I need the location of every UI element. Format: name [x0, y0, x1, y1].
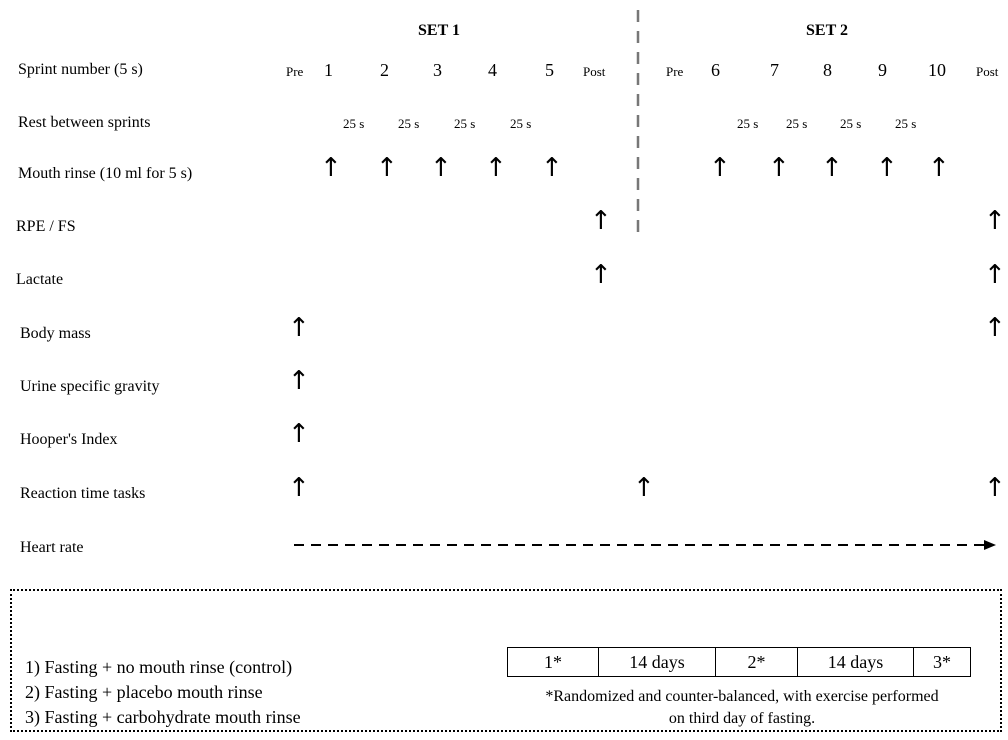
- up-arrow-icon: ↑: [288, 313, 310, 343]
- set-divider: [636, 10, 640, 232]
- row-label-heart-rate: Heart rate: [20, 539, 84, 556]
- up-arrow-icon: ↑: [768, 153, 790, 183]
- row-label-rest: Rest between sprints: [18, 114, 151, 131]
- set2-pre-label: Pre: [666, 64, 684, 79]
- legend-box: [10, 589, 1002, 732]
- sprint-number: 7: [770, 60, 779, 80]
- timeline-cell: 14 days: [598, 647, 716, 677]
- row-label-lactate: Lactate: [16, 271, 64, 288]
- up-arrow-icon: ↑: [485, 153, 507, 183]
- set1-pre-label: Pre: [286, 64, 304, 79]
- up-arrow-icon: ↑: [633, 473, 655, 503]
- up-arrow-icon: ↑: [288, 366, 310, 396]
- sprint-number: 10: [928, 60, 946, 80]
- sprint-number: 4: [488, 60, 497, 80]
- up-arrow-icon: ↑: [590, 206, 612, 236]
- rest-label: 25 s: [895, 116, 917, 131]
- set2-post-label: Post: [976, 64, 999, 79]
- up-arrow-icon: ↑: [320, 153, 342, 183]
- up-arrow-icon: ↑: [288, 473, 310, 503]
- row-label-rpe-fs: RPE / FS: [16, 218, 76, 235]
- timeline-cell: 14 days: [797, 647, 914, 677]
- row-label-reaction: Reaction time tasks: [20, 485, 146, 502]
- timeline-cell: 1*: [507, 647, 599, 677]
- up-arrow-icon: ↑: [590, 260, 612, 290]
- rest-label: 25 s: [343, 116, 365, 131]
- row-label-body-mass: Body mass: [20, 325, 91, 342]
- up-arrow-icon: ↑: [709, 153, 731, 183]
- condition-item: 1) Fasting + no mouth rinse (control): [25, 657, 293, 677]
- set-2-title: SET 2: [806, 22, 848, 39]
- row-label-hooper: Hooper's Index: [20, 431, 118, 448]
- sprint-number: 1: [324, 60, 333, 80]
- up-arrow-icon: ↑: [984, 313, 1006, 343]
- condition-item: 2) Fasting + placebo mouth rinse: [25, 682, 263, 702]
- footnote-line: on third day of fasting.: [668, 710, 816, 727]
- condition-item: 3) Fasting + carbohydrate mouth rinse: [25, 707, 301, 727]
- rest-label: 25 s: [737, 116, 759, 131]
- trial-timeline: 1* 14 days 2* 14 days 3*: [507, 647, 971, 677]
- sprint-number: 9: [878, 60, 887, 80]
- up-arrow-icon: ↑: [376, 153, 398, 183]
- row-label-sprint-number: Sprint number (5 s): [18, 61, 143, 78]
- sprint-number: 6: [711, 60, 720, 80]
- footnote-line: *Randomized and counter-balanced, with e…: [545, 688, 939, 705]
- up-arrow-icon: ↑: [876, 153, 898, 183]
- rest-label: 25 s: [398, 116, 420, 131]
- sprint-number: 2: [380, 60, 389, 80]
- sprint-number: 3: [433, 60, 442, 80]
- set-1-title: SET 1: [418, 22, 460, 39]
- up-arrow-icon: ↑: [984, 260, 1006, 290]
- row-label-mouth-rinse: Mouth rinse (10 ml for 5 s): [18, 165, 193, 182]
- up-arrow-icon: ↑: [821, 153, 843, 183]
- row-label-urine: Urine specific gravity: [20, 378, 160, 395]
- up-arrow-icon: ↑: [541, 153, 563, 183]
- timeline-cell: 2*: [715, 647, 798, 677]
- rest-label: 25 s: [510, 116, 532, 131]
- rest-label: 25 s: [786, 116, 808, 131]
- up-arrow-icon: ↑: [984, 473, 1006, 503]
- up-arrow-icon: ↑: [430, 153, 452, 183]
- up-arrow-icon: ↑: [984, 206, 1006, 236]
- timeline-cell: 3*: [913, 647, 971, 677]
- sprint-number: 8: [823, 60, 832, 80]
- up-arrow-icon: ↑: [288, 419, 310, 449]
- set1-post-label: Post: [583, 64, 606, 79]
- dashed-arrow-icon: [294, 540, 996, 550]
- up-arrow-icon: ↑: [928, 153, 950, 183]
- sprint-number: 5: [545, 60, 554, 80]
- rest-label: 25 s: [840, 116, 862, 131]
- rest-label: 25 s: [454, 116, 476, 131]
